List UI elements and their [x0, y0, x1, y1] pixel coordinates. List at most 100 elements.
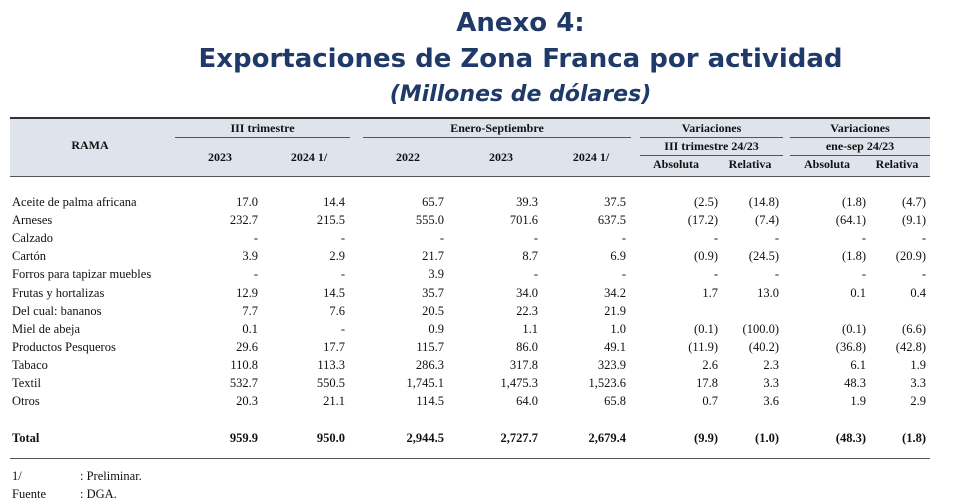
- table-cell: 34.2: [604, 286, 626, 300]
- row-label: Cartón: [12, 249, 47, 263]
- table-cell: 7.6: [329, 304, 345, 318]
- footnote-text: : Preliminar.: [80, 469, 142, 483]
- table-title: Anexo 4:: [456, 8, 585, 38]
- table-cell: 34.0: [516, 286, 538, 300]
- column-header: 2023: [208, 150, 232, 164]
- header-sub-iii-trimestre: III trimestre 24/23: [664, 139, 759, 153]
- column-header: 2024 1/: [290, 150, 328, 164]
- table-cell: 1,475.3: [500, 376, 539, 390]
- table-cell: -: [439, 231, 444, 245]
- table-cell: -: [774, 231, 779, 245]
- table-cell: 1.9: [850, 394, 866, 408]
- table-cell: 14.5: [323, 286, 345, 300]
- header-band: [10, 117, 930, 177]
- table-cell: 1.1: [522, 322, 538, 336]
- table-cell: 2.3: [763, 358, 779, 372]
- table-cell: 114.5: [416, 394, 444, 408]
- table-cell: 115.7: [416, 340, 444, 354]
- footnote-key: 1/: [12, 469, 22, 483]
- header-rama: RAMA: [71, 138, 109, 152]
- table-cell: 7.7: [242, 304, 258, 318]
- column-header: 2023: [489, 150, 513, 164]
- table-cell: -: [340, 231, 345, 245]
- row-label: Textil: [12, 376, 41, 390]
- table-cell: 29.6: [236, 340, 258, 354]
- table-cell: 13.0: [757, 286, 779, 300]
- table-cell: 2.6: [702, 358, 718, 372]
- table-cell: 64.0: [516, 394, 538, 408]
- column-header: Absoluta: [652, 157, 699, 171]
- table-cell: 17.7: [323, 340, 345, 354]
- table-subtitle: Exportaciones de Zona Franca por activid…: [198, 44, 843, 74]
- table-cell: 215.5: [316, 213, 345, 227]
- total-cell: 2,727.7: [500, 431, 539, 445]
- table-cell: (7.4): [755, 213, 779, 227]
- group-rule: [175, 137, 350, 138]
- table-cell: -: [713, 231, 718, 245]
- table-cell: (6.6): [902, 322, 926, 336]
- row-label: Frutas y hortalizas: [12, 286, 105, 300]
- top-rule: [10, 117, 930, 119]
- table-cell: 0.1: [242, 322, 258, 336]
- table-cell: 49.1: [604, 340, 626, 354]
- table-cell: 1.0: [610, 322, 626, 336]
- table-cell: 232.7: [229, 213, 258, 227]
- table-cell: -: [921, 231, 926, 245]
- table-cell: 113.3: [317, 358, 345, 372]
- column-header: Relativa: [728, 157, 772, 171]
- table-cell: 65.7: [422, 195, 444, 209]
- table-cell: 12.9: [236, 286, 258, 300]
- table-cell: -: [774, 267, 779, 281]
- table-cell: (36.8): [835, 340, 866, 354]
- table-cell: 0.7: [702, 394, 718, 408]
- group-rule: [640, 155, 783, 156]
- table-cell: -: [253, 231, 258, 245]
- table-cell: 555.0: [415, 213, 444, 227]
- table-cell: 317.8: [509, 358, 538, 372]
- table-cell: (0.9): [694, 249, 718, 263]
- table-cell: (9.1): [902, 213, 926, 227]
- table-cell: 701.6: [509, 213, 538, 227]
- table-units: (Millones de dólares): [389, 82, 652, 107]
- table-cell: 6.9: [610, 249, 626, 263]
- table-cell: 37.5: [604, 195, 626, 209]
- header-group-variaciones-enesep: Variaciones: [830, 121, 890, 135]
- column-header: 2022: [396, 150, 420, 164]
- table-cell: (2.5): [694, 195, 718, 209]
- table-cell: 22.3: [516, 304, 538, 318]
- total-cell: (1.0): [755, 431, 779, 445]
- table-cell: -: [861, 267, 866, 281]
- table-cell: (17.2): [687, 213, 718, 227]
- row-label: Arneses: [12, 213, 53, 227]
- table-cell: 0.4: [910, 286, 926, 300]
- table-cell: (0.1): [842, 322, 866, 336]
- header-sub-ene-sep: ene-sep 24/23: [825, 139, 895, 153]
- table-cell: 39.3: [516, 195, 538, 209]
- total-cell: (9.9): [694, 431, 718, 445]
- total-cell: 2,679.4: [588, 431, 627, 445]
- table-cell: 65.8: [604, 394, 626, 408]
- table-cell: 21.9: [604, 304, 626, 318]
- table-cell: -: [713, 267, 718, 281]
- group-rule: [790, 155, 930, 156]
- table-cell: (42.8): [895, 340, 926, 354]
- column-header: Relativa: [875, 157, 919, 171]
- table-cell: 17.8: [696, 376, 718, 390]
- table-cell: 21.7: [422, 249, 444, 263]
- footnote-key: Fuente: [12, 487, 47, 501]
- table-cell: (4.7): [902, 195, 926, 209]
- group-rule: [790, 137, 930, 138]
- table-cell: -: [340, 267, 345, 281]
- total-cell: 950.0: [316, 431, 345, 445]
- table-cell: 8.7: [522, 249, 538, 263]
- table-cell: 1.7: [702, 286, 718, 300]
- table-cell: (40.2): [748, 340, 779, 354]
- column-header: 2024 1/: [572, 150, 610, 164]
- header-group-enero-septiembre: Enero-Septiembre: [450, 121, 544, 135]
- table-cell: -: [533, 231, 538, 245]
- table-cell: 110.8: [230, 358, 258, 372]
- table-cell: 550.5: [316, 376, 345, 390]
- table-cell: 3.3: [763, 376, 779, 390]
- table-cell: (100.0): [742, 322, 779, 336]
- row-label: Otros: [12, 394, 40, 408]
